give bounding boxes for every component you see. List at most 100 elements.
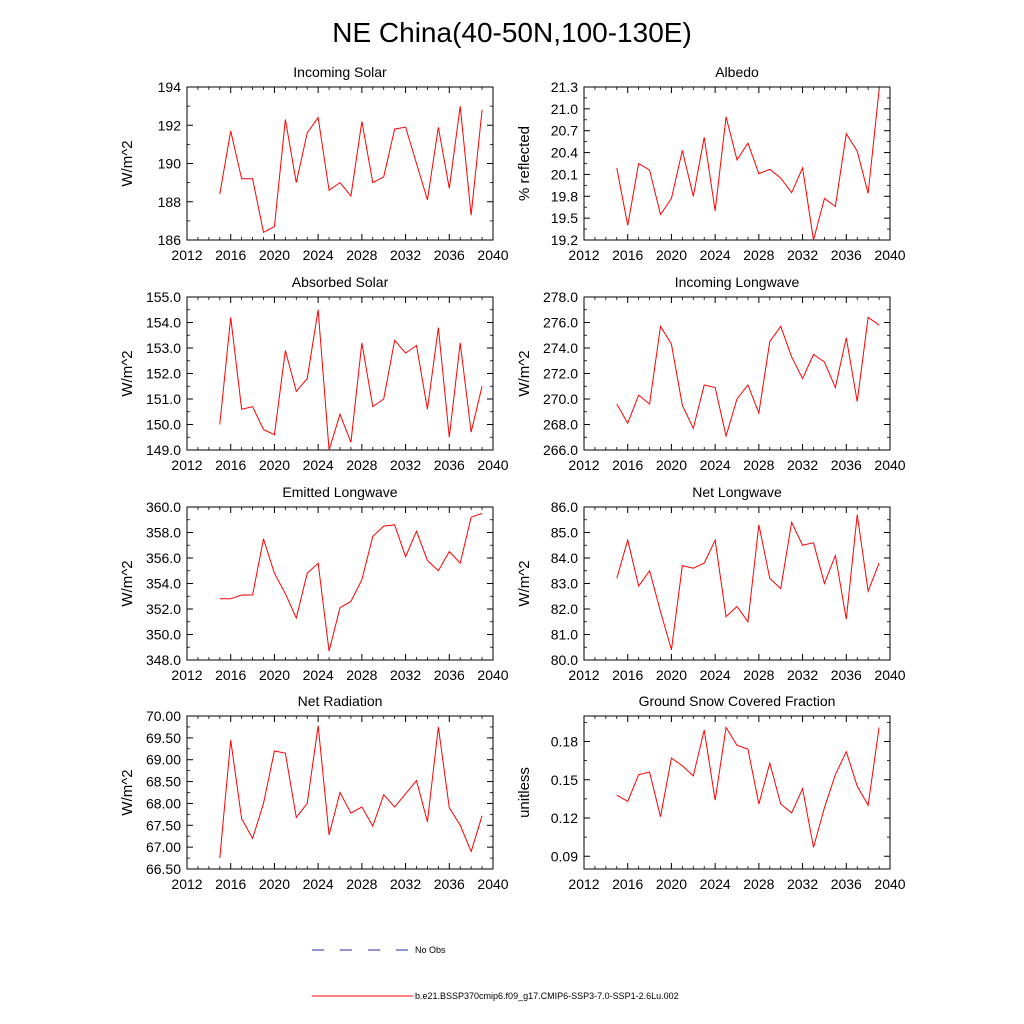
data-point [241,818,242,819]
plot-frame [583,715,891,870]
data-point [230,598,231,599]
data-point [671,344,672,345]
data-point [230,130,231,131]
x-tick-label: 2032 [390,876,421,892]
data-point [416,531,417,532]
panel-net-longwave: Net Longwave W/m^2 2012 2016 2020 2024 2028 203… [516,484,906,683]
data-point [627,225,628,226]
data-point [693,196,694,197]
y-tick-label: 360.0 [146,499,181,515]
data-point [868,317,869,318]
data-point [372,182,373,183]
series-line [219,106,483,234]
data-point [835,387,836,388]
data-point [769,763,770,764]
y-tick-label: 67.00 [146,839,181,855]
x-tick-label: 2020 [259,457,290,473]
data-point [318,725,319,726]
data-point [813,542,814,543]
data-point [725,116,726,117]
panel-albedo: Albedo % reflected 2012 2016 2020 2024 2028 203… [516,64,906,263]
data-point [715,800,716,801]
x-tick-label: 2020 [259,667,290,683]
data-point [252,406,253,407]
data-point [263,429,264,430]
data-point [427,409,428,410]
y-tick-label: 86.0 [551,499,578,515]
data-point [747,749,748,750]
x-tick-label: 2032 [787,457,818,473]
data-point [747,143,748,144]
panel-title: Incoming Solar [293,64,387,80]
data-point [449,551,450,552]
data-point [328,449,329,450]
data-point [274,573,275,574]
x-tick-label: 2012 [568,247,599,263]
x-tick-label: 2036 [434,667,465,683]
y-tick-label: 84.0 [551,550,578,566]
data-point [274,750,275,751]
x-tick-label: 2032 [787,667,818,683]
series-line [616,726,880,848]
data-point [460,563,461,564]
data-point [758,803,759,804]
data-point [857,151,858,152]
y-tick-label: 150.0 [146,417,181,433]
y-tick-label: 188 [158,194,182,210]
data-point [682,565,683,566]
data-point [627,540,628,541]
data-point [868,193,869,194]
data-point [747,384,748,385]
data-point [791,812,792,813]
y-tick-label: 268.0 [543,417,578,433]
y-tick-label: 155.0 [146,289,181,305]
data-point [616,794,617,795]
data-point [460,106,461,107]
data-point [769,169,770,170]
data-point [350,812,351,813]
y-axis-label: W/m^2 [119,140,136,186]
panel-title: Absorbed Solar [292,274,389,290]
data-point [846,133,847,134]
data-point [471,851,472,852]
data-point [682,405,683,406]
data-point [627,423,628,424]
data-point [285,753,286,754]
data-point [649,169,650,170]
data-point [274,226,275,227]
data-point [449,188,450,189]
data-point [824,807,825,808]
y-tick-label: 358.0 [146,525,181,541]
x-tick-label: 2024 [303,457,334,473]
data-point [339,182,340,183]
y-axis-label: W/m^2 [516,350,533,396]
y-tick-label: 19.5 [551,210,578,226]
y-tick-label: 272.0 [543,366,578,382]
data-point [846,337,847,338]
data-point [318,117,319,118]
data-point [361,806,362,807]
data-point [219,194,220,195]
data-point [416,780,417,781]
data-point [638,395,639,396]
panel-title: Albedo [715,64,759,80]
figure-title: NE China(40-50N,100-130E) [332,17,692,48]
x-tick-label: 2016 [612,876,643,892]
data-point [230,317,231,318]
x-tick-label: 2012 [568,457,599,473]
series-line [219,512,483,652]
y-tick-label: 274.0 [543,340,578,356]
panel-title: Net Longwave [692,484,782,500]
data-point [383,176,384,177]
y-tick-label: 0.09 [551,848,578,864]
y-tick-label: 0.18 [551,734,578,750]
y-tick-label: 21.3 [551,79,578,95]
data-point [460,342,461,343]
data-point [449,437,450,438]
data-point [802,788,803,789]
x-tick-label: 2016 [612,457,643,473]
data-point [339,607,340,608]
data-point [780,177,781,178]
data-point [769,578,770,579]
